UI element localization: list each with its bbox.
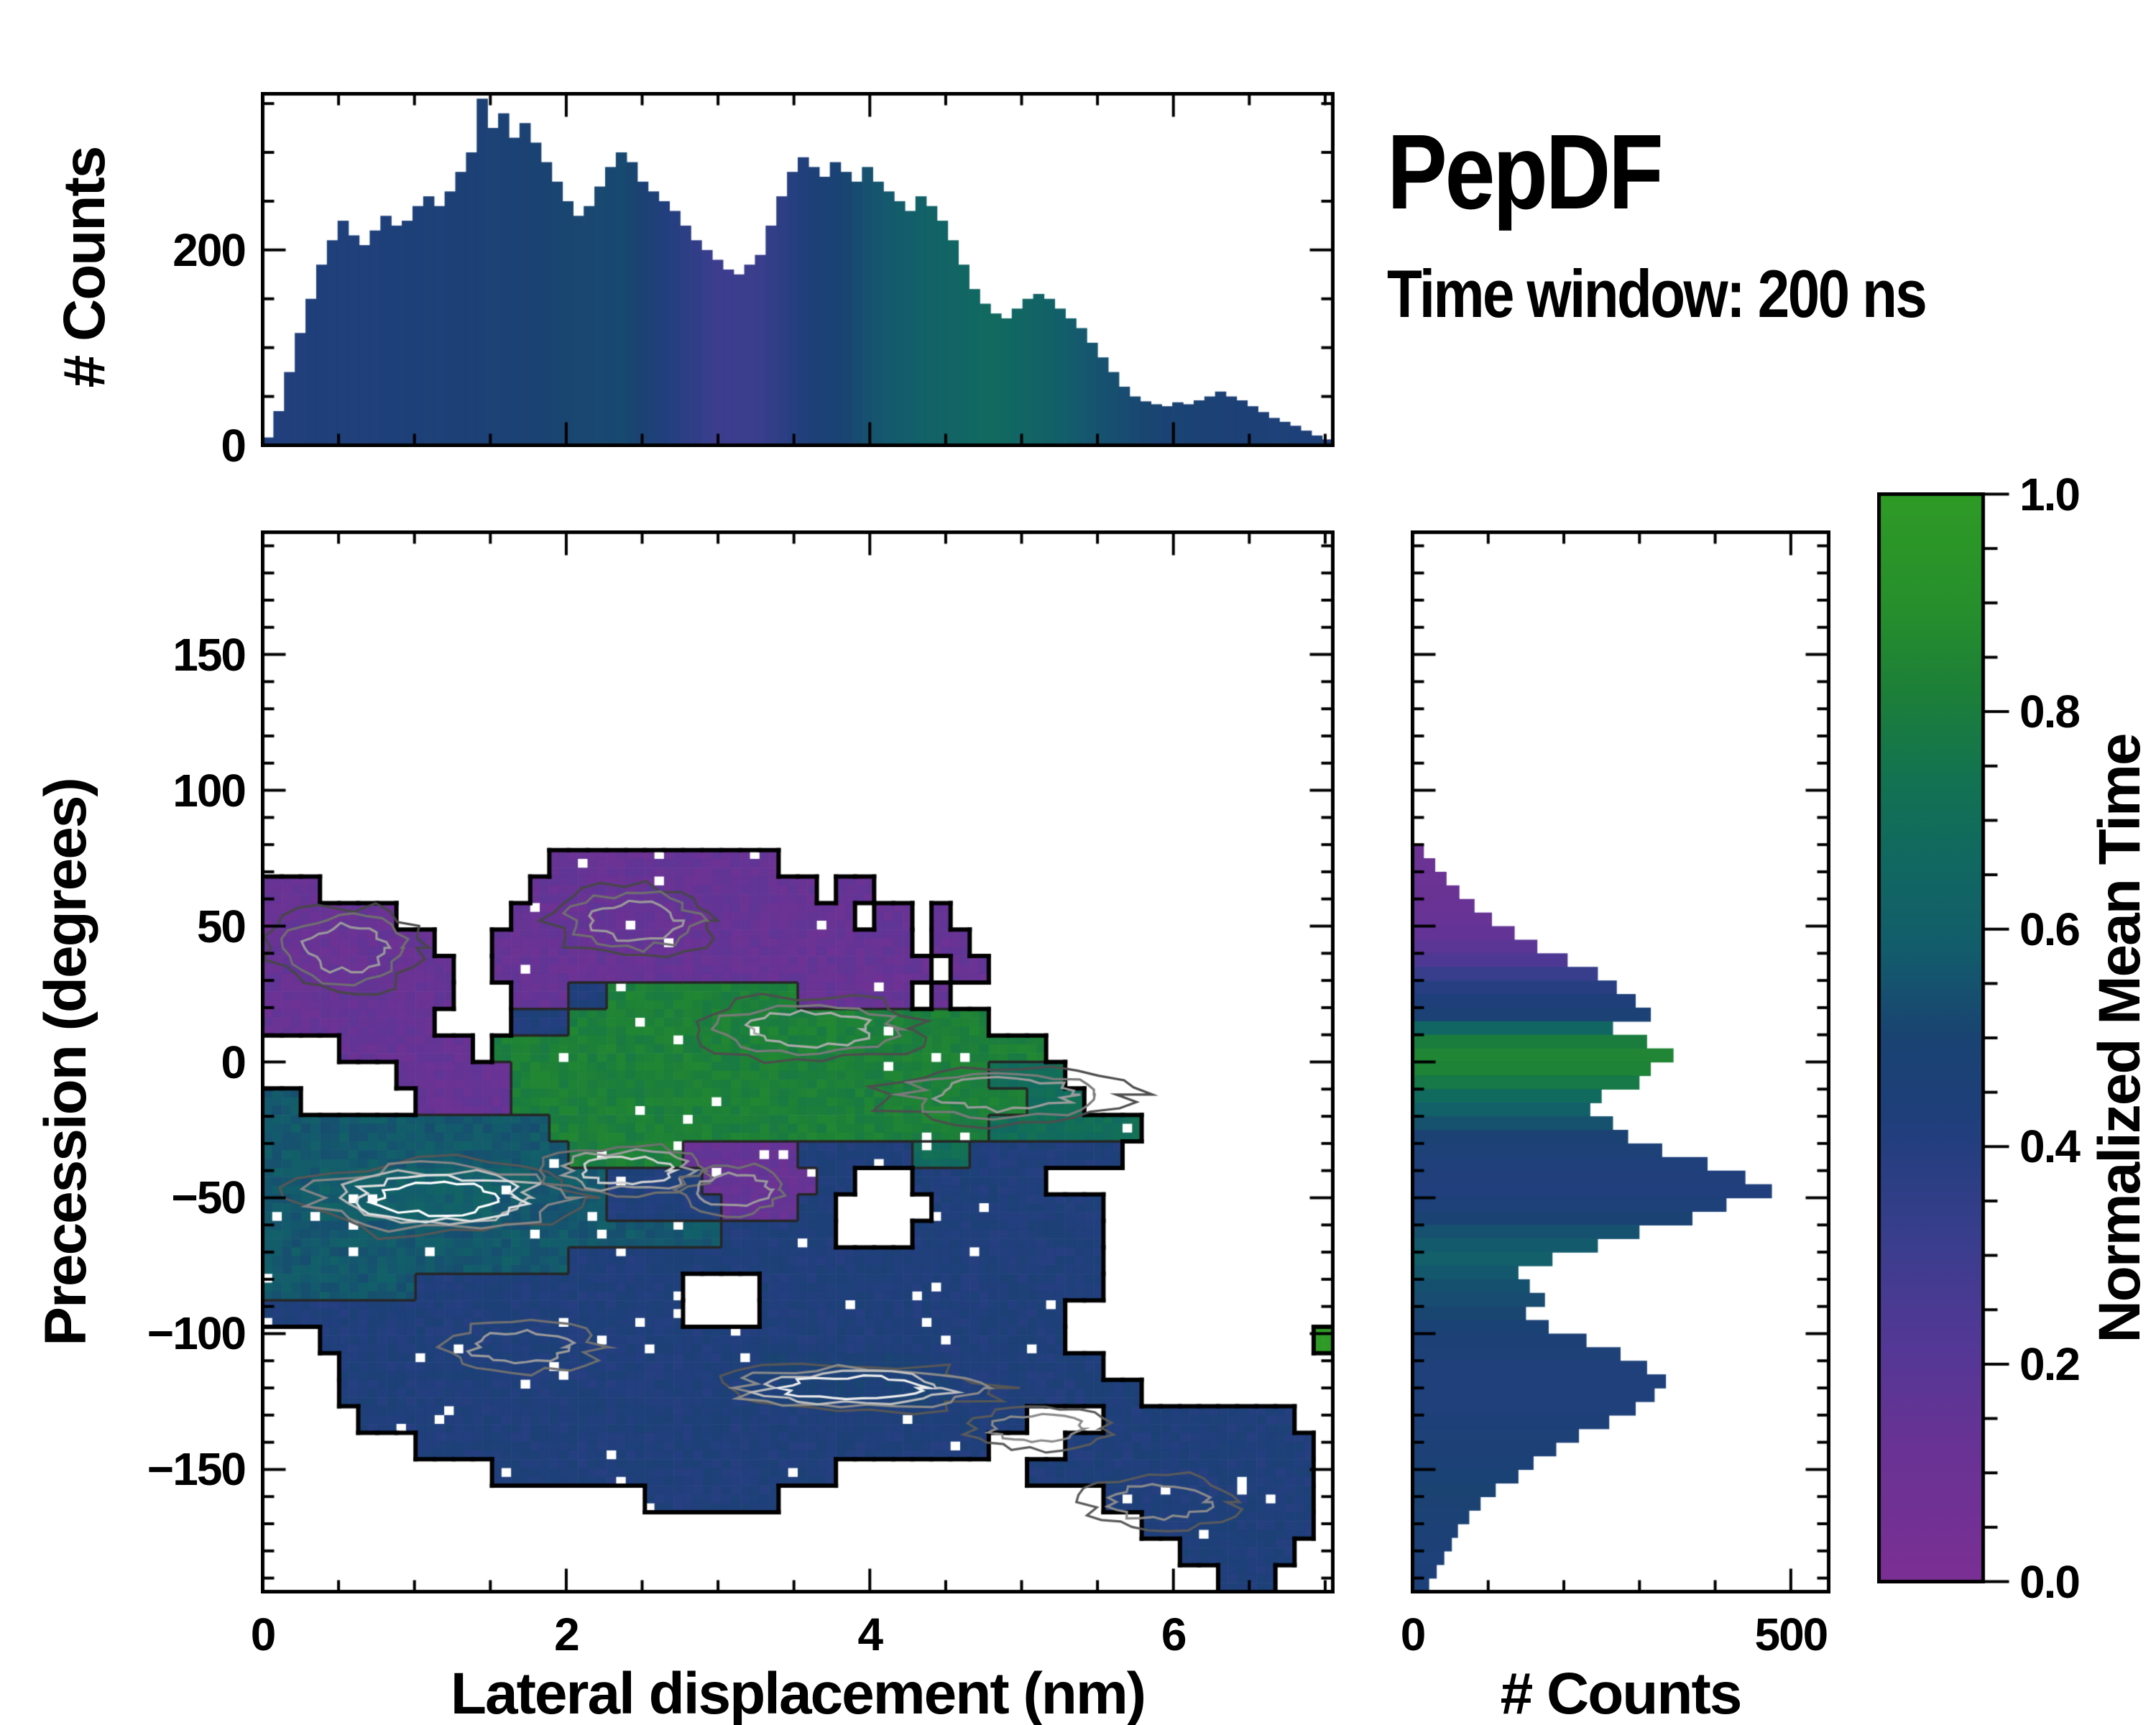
colorbar-tick-label: 0.8 (2019, 686, 2081, 738)
top-histogram-panel (261, 92, 1335, 447)
right-histogram-xlabel: # Counts (1500, 1661, 1743, 1725)
main-x-tick-label: 2 (554, 1609, 580, 1660)
main-x-tick-label: 6 (1161, 1609, 1187, 1660)
main-y-tick-label: −50 (171, 1172, 247, 1224)
main-y-tick-label: 150 (172, 628, 247, 681)
colorbar-tick-label: 0.6 (2019, 903, 2081, 955)
main-x-tick-label: 4 (857, 1609, 884, 1660)
colorbar-label: Normalized Mean Time (2087, 734, 2152, 1343)
colorbar-tick-label: 1.0 (2019, 468, 2081, 520)
right-histogram-x-tick-label: 500 (1754, 1609, 1828, 1660)
right-histogram-panel (1411, 530, 1830, 1593)
colorbar-tick-label: 0.2 (2019, 1338, 2081, 1390)
top-histogram-y-tick-label: 200 (172, 224, 247, 276)
main-y-tick-label: −150 (147, 1443, 247, 1496)
figure-title: PepDF (1387, 113, 1664, 231)
main-ylabel: Precession (degrees) (33, 778, 98, 1346)
main-y-tick-label: 50 (196, 900, 247, 952)
main-y-tick-label: −100 (147, 1307, 247, 1360)
right-histogram-x-tick-label: 0 (1400, 1609, 1427, 1660)
main-xlabel: Lateral displacement (nm) (450, 1661, 1146, 1725)
main-y-tick-label: 100 (172, 764, 247, 816)
top-histogram-ylabel: # Counts (52, 147, 117, 388)
figure-subtitle: Time window: 200 ns (1387, 256, 1927, 331)
main-x-tick-label: 0 (250, 1609, 277, 1660)
main-y-tick-label: 0 (221, 1036, 247, 1088)
colorbar-tick-label: 0.4 (2019, 1121, 2081, 1173)
colorbar (1877, 492, 2028, 1583)
joint-density-map-panel (261, 530, 1335, 1593)
top-histogram-y-tick-label: 0 (221, 419, 247, 472)
colorbar-tick-label: 0.0 (2019, 1555, 2081, 1608)
